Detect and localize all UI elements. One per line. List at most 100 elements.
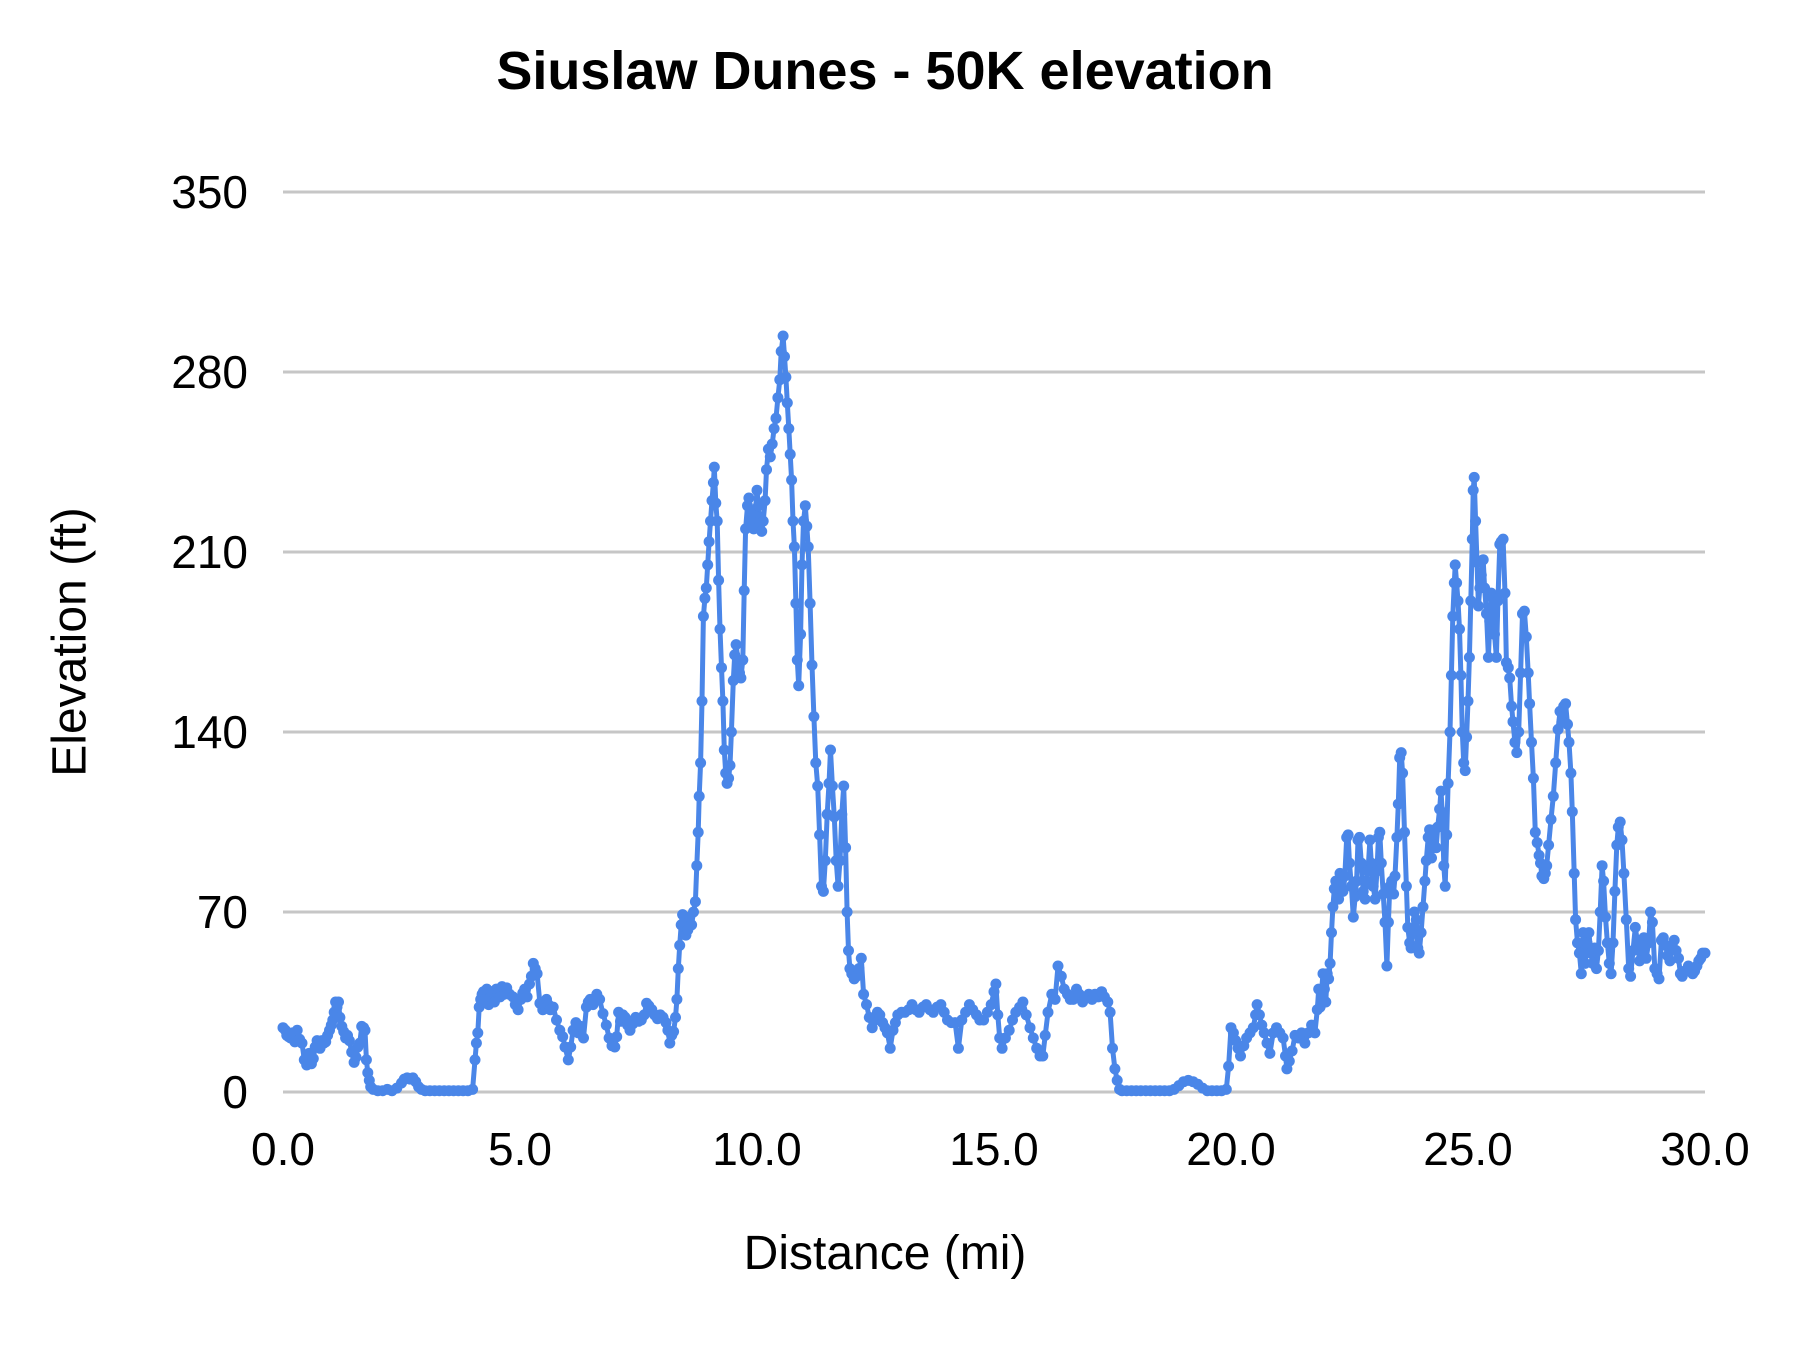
data-point-marker <box>708 461 720 473</box>
data-point-marker <box>841 906 853 918</box>
data-point-marker <box>1607 937 1619 949</box>
data-point-marker <box>952 1042 964 1054</box>
data-point-marker <box>296 1037 308 1049</box>
data-point-marker <box>832 880 844 892</box>
data-point-marker <box>1467 484 1479 496</box>
data-point-marker <box>714 623 726 635</box>
y-axis-tick-label: 210 <box>171 526 248 578</box>
data-point-marker <box>1251 999 1263 1011</box>
data-point-marker <box>1509 736 1521 748</box>
data-point-marker <box>1344 857 1355 869</box>
data-point-marker <box>551 1014 562 1026</box>
data-point-marker <box>780 371 792 383</box>
data-point-marker <box>1261 1037 1273 1049</box>
data-point-marker <box>1452 595 1464 607</box>
data-point-marker <box>1502 662 1514 674</box>
data-point-marker <box>578 1032 589 1044</box>
data-point-marker <box>1055 970 1067 982</box>
data-point-marker <box>1342 829 1354 841</box>
data-point-marker <box>334 1011 346 1023</box>
data-point-marker <box>707 477 719 489</box>
data-point-marker <box>1646 916 1658 928</box>
data-point-marker <box>1568 867 1580 879</box>
data-point-marker <box>668 1026 680 1038</box>
data-point-marker <box>1472 600 1484 612</box>
x-axis-tick-label: 0.0 <box>251 1123 315 1175</box>
data-point-marker <box>1442 777 1454 789</box>
data-point-marker <box>819 855 831 867</box>
data-point-marker <box>1618 867 1630 879</box>
data-point-marker <box>1563 736 1575 748</box>
data-point-marker <box>547 1001 559 1013</box>
data-point-marker <box>1052 960 1064 972</box>
data-point-marker <box>1444 726 1456 738</box>
data-point-marker <box>858 988 870 1000</box>
data-point-marker <box>1369 893 1381 905</box>
data-point-marker <box>1324 957 1336 969</box>
data-point-marker <box>808 711 820 723</box>
data-point-marker <box>996 1042 1008 1054</box>
data-point-marker <box>1037 1050 1049 1062</box>
data-point-marker <box>814 829 826 841</box>
data-point-marker <box>1543 839 1555 851</box>
data-point-marker <box>1299 1037 1311 1049</box>
data-point-marker <box>1541 860 1553 872</box>
data-point-marker <box>1572 937 1583 949</box>
data-point-marker <box>1475 569 1487 581</box>
data-point-marker <box>717 695 729 707</box>
data-point-marker <box>1220 1083 1232 1095</box>
data-point-marker <box>1388 888 1400 900</box>
data-point-marker <box>1507 716 1519 728</box>
data-point-marker <box>1258 1027 1270 1039</box>
data-point-marker <box>1309 1027 1321 1039</box>
data-point-marker <box>1570 914 1582 926</box>
data-point-marker <box>1522 667 1534 679</box>
data-point-marker <box>1410 914 1422 926</box>
data-point-marker <box>1347 911 1359 923</box>
data-point-marker <box>1513 726 1525 738</box>
data-point-marker <box>1109 1063 1121 1075</box>
elevation-profile-line <box>280 333 1708 1094</box>
data-point-marker <box>671 993 683 1005</box>
data-point-marker <box>1435 785 1447 797</box>
x-axis-tick-label: 15.0 <box>949 1123 1039 1175</box>
data-point-marker <box>743 492 755 504</box>
data-point-marker <box>1382 916 1394 928</box>
data-point-marker <box>761 464 772 476</box>
data-point-marker <box>1462 695 1474 707</box>
data-point-marker <box>985 999 997 1011</box>
data-point-marker <box>1413 947 1425 959</box>
x-axis-tick-label: 25.0 <box>1423 1123 1513 1175</box>
data-point-marker <box>343 1035 355 1047</box>
data-point-marker <box>1600 911 1611 923</box>
chart-title: Siuslaw Dunes - 50K elevation <box>496 41 1274 101</box>
data-point-marker <box>1365 857 1377 869</box>
x-axis-tick-label: 10.0 <box>712 1123 802 1175</box>
x-axis-tick-label: 30.0 <box>1660 1123 1750 1175</box>
data-point-marker <box>291 1024 303 1036</box>
data-point-marker <box>354 1037 366 1049</box>
data-point-marker <box>1470 515 1482 527</box>
y-axis-tick-label: 0 <box>222 1066 248 1118</box>
data-point-marker <box>801 520 813 532</box>
data-point-marker <box>1400 880 1412 892</box>
data-point-marker <box>472 1027 484 1039</box>
data-point-marker <box>565 1041 577 1053</box>
data-point-marker <box>855 952 867 964</box>
x-axis-title: Distance (mi) <box>743 1227 1027 1280</box>
data-point-marker <box>724 759 736 771</box>
data-point-marker <box>1441 829 1453 841</box>
data-point-marker <box>1377 888 1389 900</box>
data-point-marker <box>1417 901 1429 913</box>
data-point-marker <box>777 330 789 342</box>
data-point-marker <box>1374 826 1386 838</box>
data-point-marker <box>672 963 684 975</box>
gridlines <box>283 190 1705 1094</box>
data-point-marker <box>1364 834 1376 846</box>
data-point-marker <box>1550 757 1562 769</box>
data-point-marker <box>1337 885 1349 897</box>
data-point-marker <box>759 495 771 507</box>
y-axis-tick-label: 280 <box>171 346 248 398</box>
